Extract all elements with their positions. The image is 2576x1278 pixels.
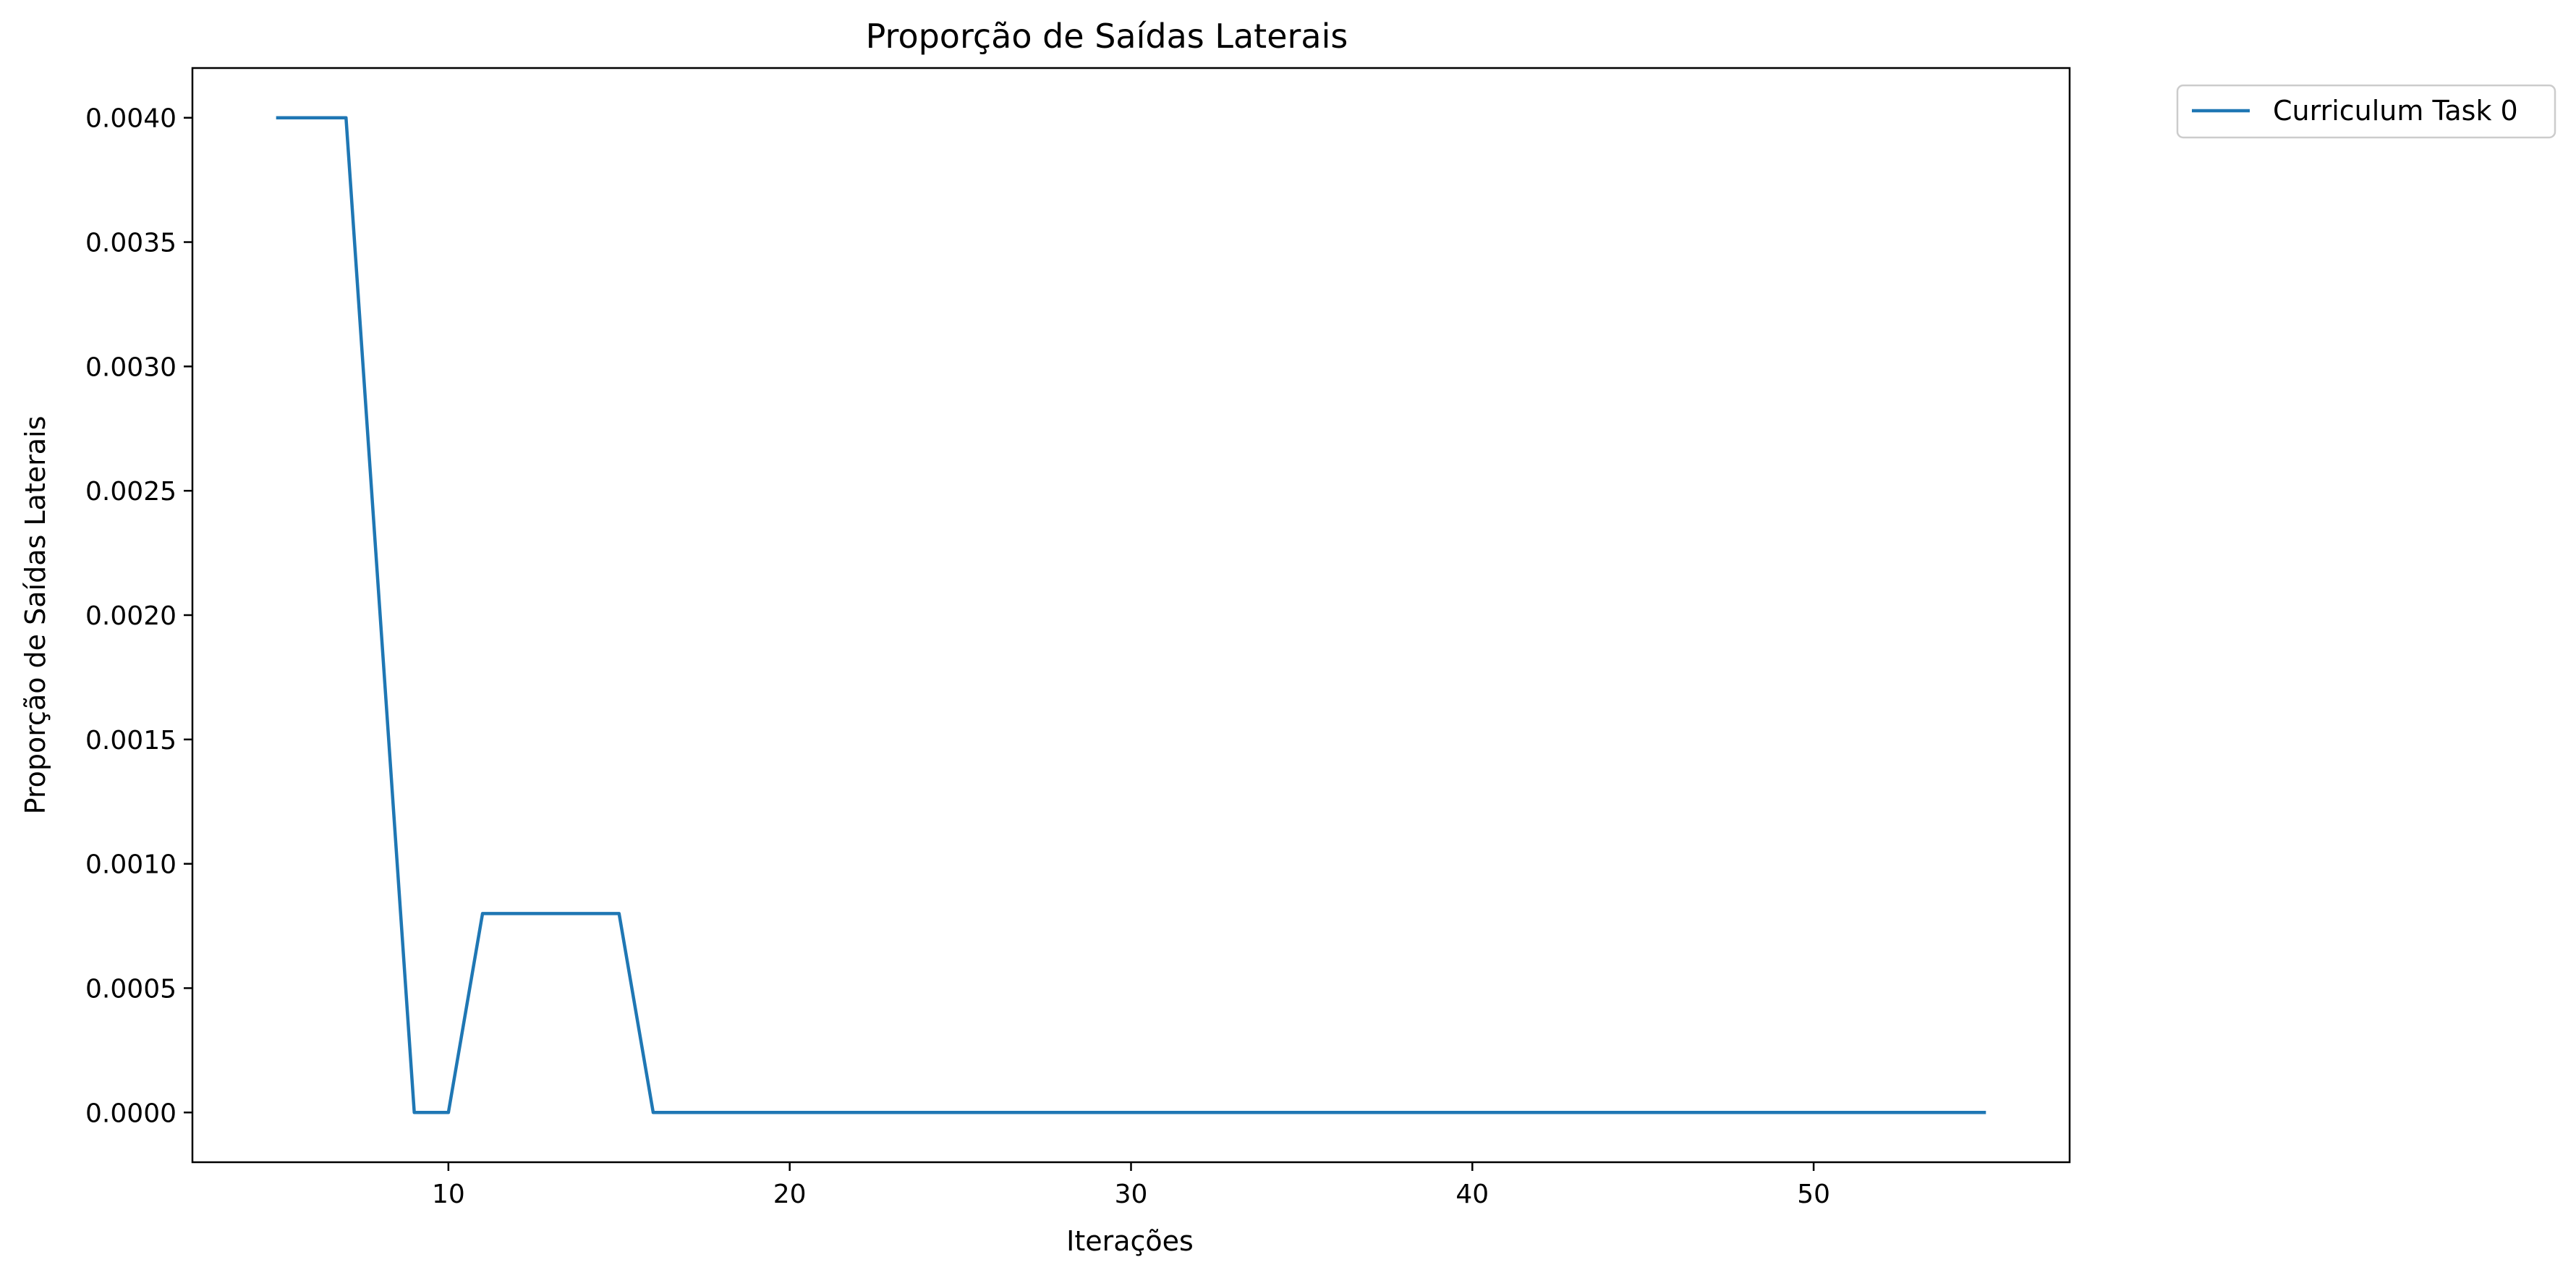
x-tick-label: 20 [773,1180,807,1209]
y-tick-label: 0.0015 [85,726,177,756]
y-tick-label: 0.0005 [85,974,177,1004]
y-tick-label: 0.0025 [85,477,177,507]
y-axis-title: Proporção de Saídas Laterais [20,416,51,815]
x-tick-label: 40 [1455,1180,1489,1209]
legend-box [2176,84,2556,139]
y-tick-label: 0.0030 [85,352,177,382]
x-tick-label: 10 [432,1180,465,1209]
y-axis: 0.0000 0.0005 0.0010 0.0015 0.0020 0.0025 0.00… [85,104,192,1128]
legend-label: Curriculum Task 0 [2273,95,2518,127]
plot-area [276,116,1986,1114]
legend: Curriculum Task 0 [2176,84,2556,139]
x-tick-label: 50 [1797,1180,1830,1209]
x-axis-title: Iterações [1066,1225,1194,1257]
y-tick-label: 0.0010 [85,850,177,880]
y-tick-label: 0.0040 [85,104,177,134]
y-tick-label: 0.0020 [85,601,177,631]
chart-title: Proporção de Saídas Laterais [866,17,1348,56]
x-tick-label: 30 [1115,1180,1148,1209]
y-tick-label: 0.0000 [85,1099,177,1128]
y-tick-label: 0.0035 [85,229,177,258]
series-line [276,116,1986,1114]
x-axis: 10 20 30 40 50 [432,1162,1830,1209]
